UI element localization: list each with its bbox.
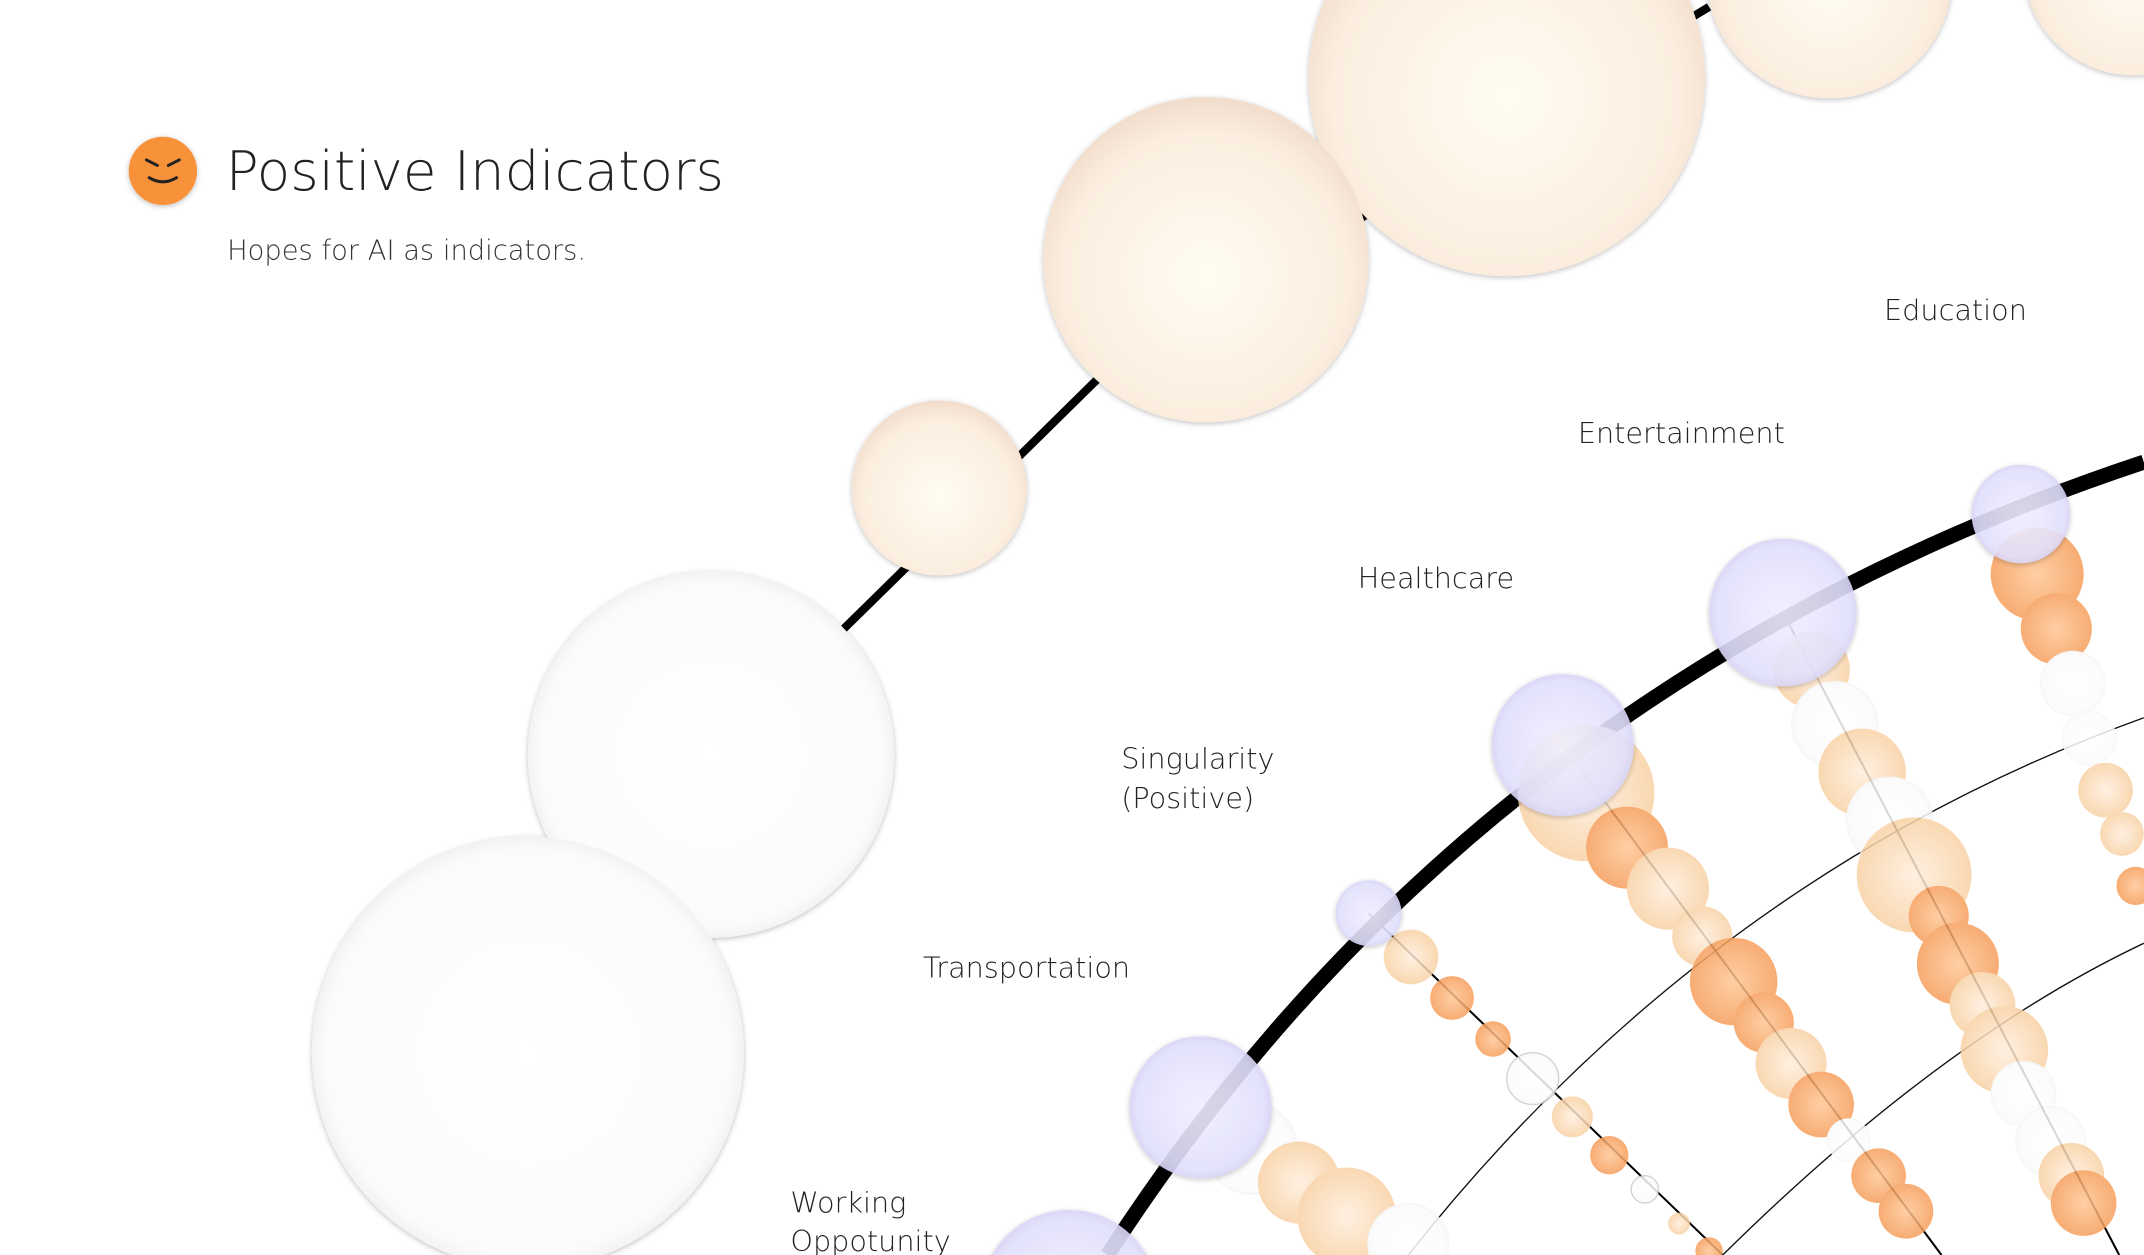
bubble [128,136,198,206]
bubble [311,836,744,1255]
bubble [2078,762,2133,818]
bubble [1709,538,1857,687]
bubble [1335,880,1402,947]
bubble [1129,1036,1272,1179]
indicator-bubbles [311,0,2144,1255]
bubble [2020,593,2092,665]
bubble [1826,1118,1871,1163]
category-label: Education [1884,293,2027,327]
bubble [2028,0,2144,76]
bubble [851,400,1027,576]
header-icon [128,136,198,206]
bubble [1627,847,1710,930]
bubble [1308,0,1705,277]
category-label: Transportation [923,950,1130,984]
bubble [2116,866,2144,906]
category-label: (Positive) [1121,781,1254,815]
ring [1722,942,2144,1255]
bubble [1475,1021,1511,1057]
bubble [2061,710,2117,766]
subtitle: Hopes for AI as indicators. [227,236,586,267]
bubble [2050,1170,2117,1236]
bubble [991,1209,1147,1255]
category-label: Singularity [1121,741,1274,775]
bubble [1971,464,2070,564]
bubble [1383,929,1439,985]
bubble [1043,97,1369,423]
bubble [1430,976,1474,1020]
bubble [1788,1071,1854,1138]
spokes [1367,611,2121,1255]
category-label: Working [790,1186,906,1220]
bubble [527,571,895,938]
bubble [1695,1237,1723,1255]
bubble [2100,812,2144,856]
bubble [1491,673,1634,817]
bubble [1878,1183,1934,1239]
category-label: Oppotunity [790,1224,950,1255]
bubble [1668,1212,1690,1235]
bubble [1506,1051,1560,1106]
category-label: Healthcare [1358,561,1514,595]
bubble [1708,0,1950,99]
title: Positive Indicators [226,139,724,203]
bubble [1590,1136,1629,1175]
bubble [1367,1203,1450,1255]
category-bubbles [991,464,2070,1255]
category-label: Entertainment [1578,416,1785,450]
ring [1407,717,2144,1255]
bubble [1551,1096,1593,1138]
bubble [2039,650,2106,717]
inner-bubbles [1204,527,2144,1255]
bubble [1630,1175,1660,1204]
